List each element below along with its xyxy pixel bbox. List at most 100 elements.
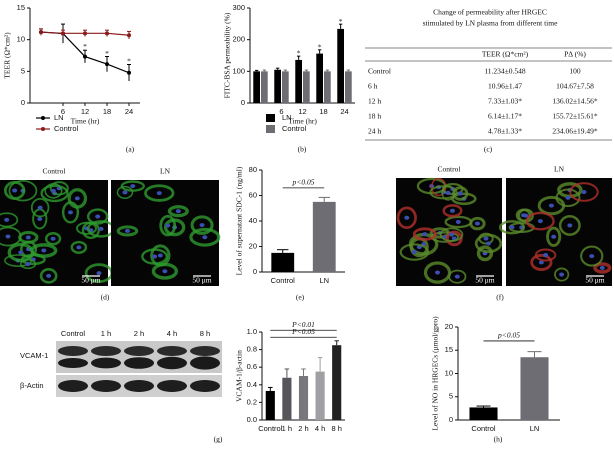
nucleus [589,254,595,259]
panel-label: (h) [494,435,503,444]
band [190,346,220,356]
cell [476,245,494,262]
bar [253,71,260,103]
legend-swatch [266,125,275,133]
band [124,380,154,392]
table-cell: 11.234±0.548 [484,67,526,76]
nucleus [41,248,47,253]
table-cell: 24 h [368,127,381,136]
cell [159,214,177,237]
micrograph: 50 μm [396,177,503,286]
x-tick-label: 1 h [282,424,292,433]
point [61,31,65,36]
x-tick-label: 8 h [331,424,341,433]
bar [337,28,344,103]
y-tick-label: 15 [17,3,25,12]
bracket-label: p<0.05 [497,331,520,340]
cell [569,182,599,202]
nucleus [25,235,31,240]
x-axis-label: Time (hr) [288,117,317,126]
nucleus [5,234,11,239]
table-title: Change of permeability after HRGEC [433,8,547,17]
bar [295,59,302,103]
x-tick-label: 4 h [315,424,325,433]
cell [7,242,35,263]
y-tick-label: 40 [249,216,257,225]
band [190,356,220,370]
nucleus [37,216,43,221]
bar [303,71,310,103]
y-axis-label: Level of NO in HRGECs (μmol/gpro) [431,316,440,431]
y-tick-label: 100 [232,66,245,75]
cell [141,248,169,265]
panel-label: (f) [496,293,504,302]
x-axis-label: Time (hr) [71,117,100,126]
y-tick-label: 0 [21,98,25,107]
bar [324,71,331,103]
y-tick-label: 0 [241,98,245,107]
cell [167,205,189,218]
cell [39,268,58,284]
cell [0,226,22,247]
cell [530,253,553,271]
x-tick-label: 24 [125,107,133,116]
lane-label: 8 h [200,329,210,338]
cell [558,214,581,236]
nucleus [76,245,82,250]
table-cell: 7.33±1.03* [488,97,522,106]
y-axis-label: VCAM-1/β-actin [235,350,244,402]
legend-label: LN [54,113,64,122]
cell [116,225,139,237]
nucleus [422,232,428,237]
cell [554,267,570,282]
y-tick-label: 0 [449,415,453,424]
nucleus [449,232,455,237]
lane-label: 4 h [167,329,177,338]
band [124,357,154,369]
panel-label: (a) [126,145,135,154]
bar [261,71,268,103]
band [58,358,88,368]
y-axis-label: FITC-BSA permeability (%) [223,12,232,98]
cell [557,182,583,198]
nucleus [18,250,24,255]
annotation: * [318,42,322,51]
cell [498,220,526,235]
y-tick-label: 0.8 [247,345,257,354]
nucleus [449,208,455,213]
cell [49,181,69,196]
cell [30,198,50,218]
nucleus [67,210,73,215]
nucleus [581,190,587,195]
cell [70,240,88,254]
nucleus [175,209,181,214]
nucleus [455,219,461,224]
cell [18,230,39,244]
nucleus [50,236,56,241]
band [124,346,154,356]
nucleus [50,188,56,193]
panel-label: (d) [101,293,110,302]
nucleus [537,219,543,224]
row-label: VCAM-1 [20,351,48,360]
x-tick-label: LN [530,424,540,433]
band [91,346,121,356]
bar [315,371,325,420]
micrograph: 50 μm [0,180,116,286]
legend-label: Control [54,124,79,133]
y-tick-label: 15 [445,345,453,354]
nucleus [543,253,549,258]
panel-label: (g) [214,435,223,444]
nucleus [74,196,80,201]
band [58,346,88,356]
nucleus [124,228,130,233]
nucleus [152,254,158,259]
point [127,70,131,75]
cell [190,215,214,235]
x-tick-label: 12 [81,107,89,116]
bar [345,71,352,103]
y-tick-label: 0.4 [247,380,257,389]
nucleus [46,273,52,278]
cell [469,216,486,231]
